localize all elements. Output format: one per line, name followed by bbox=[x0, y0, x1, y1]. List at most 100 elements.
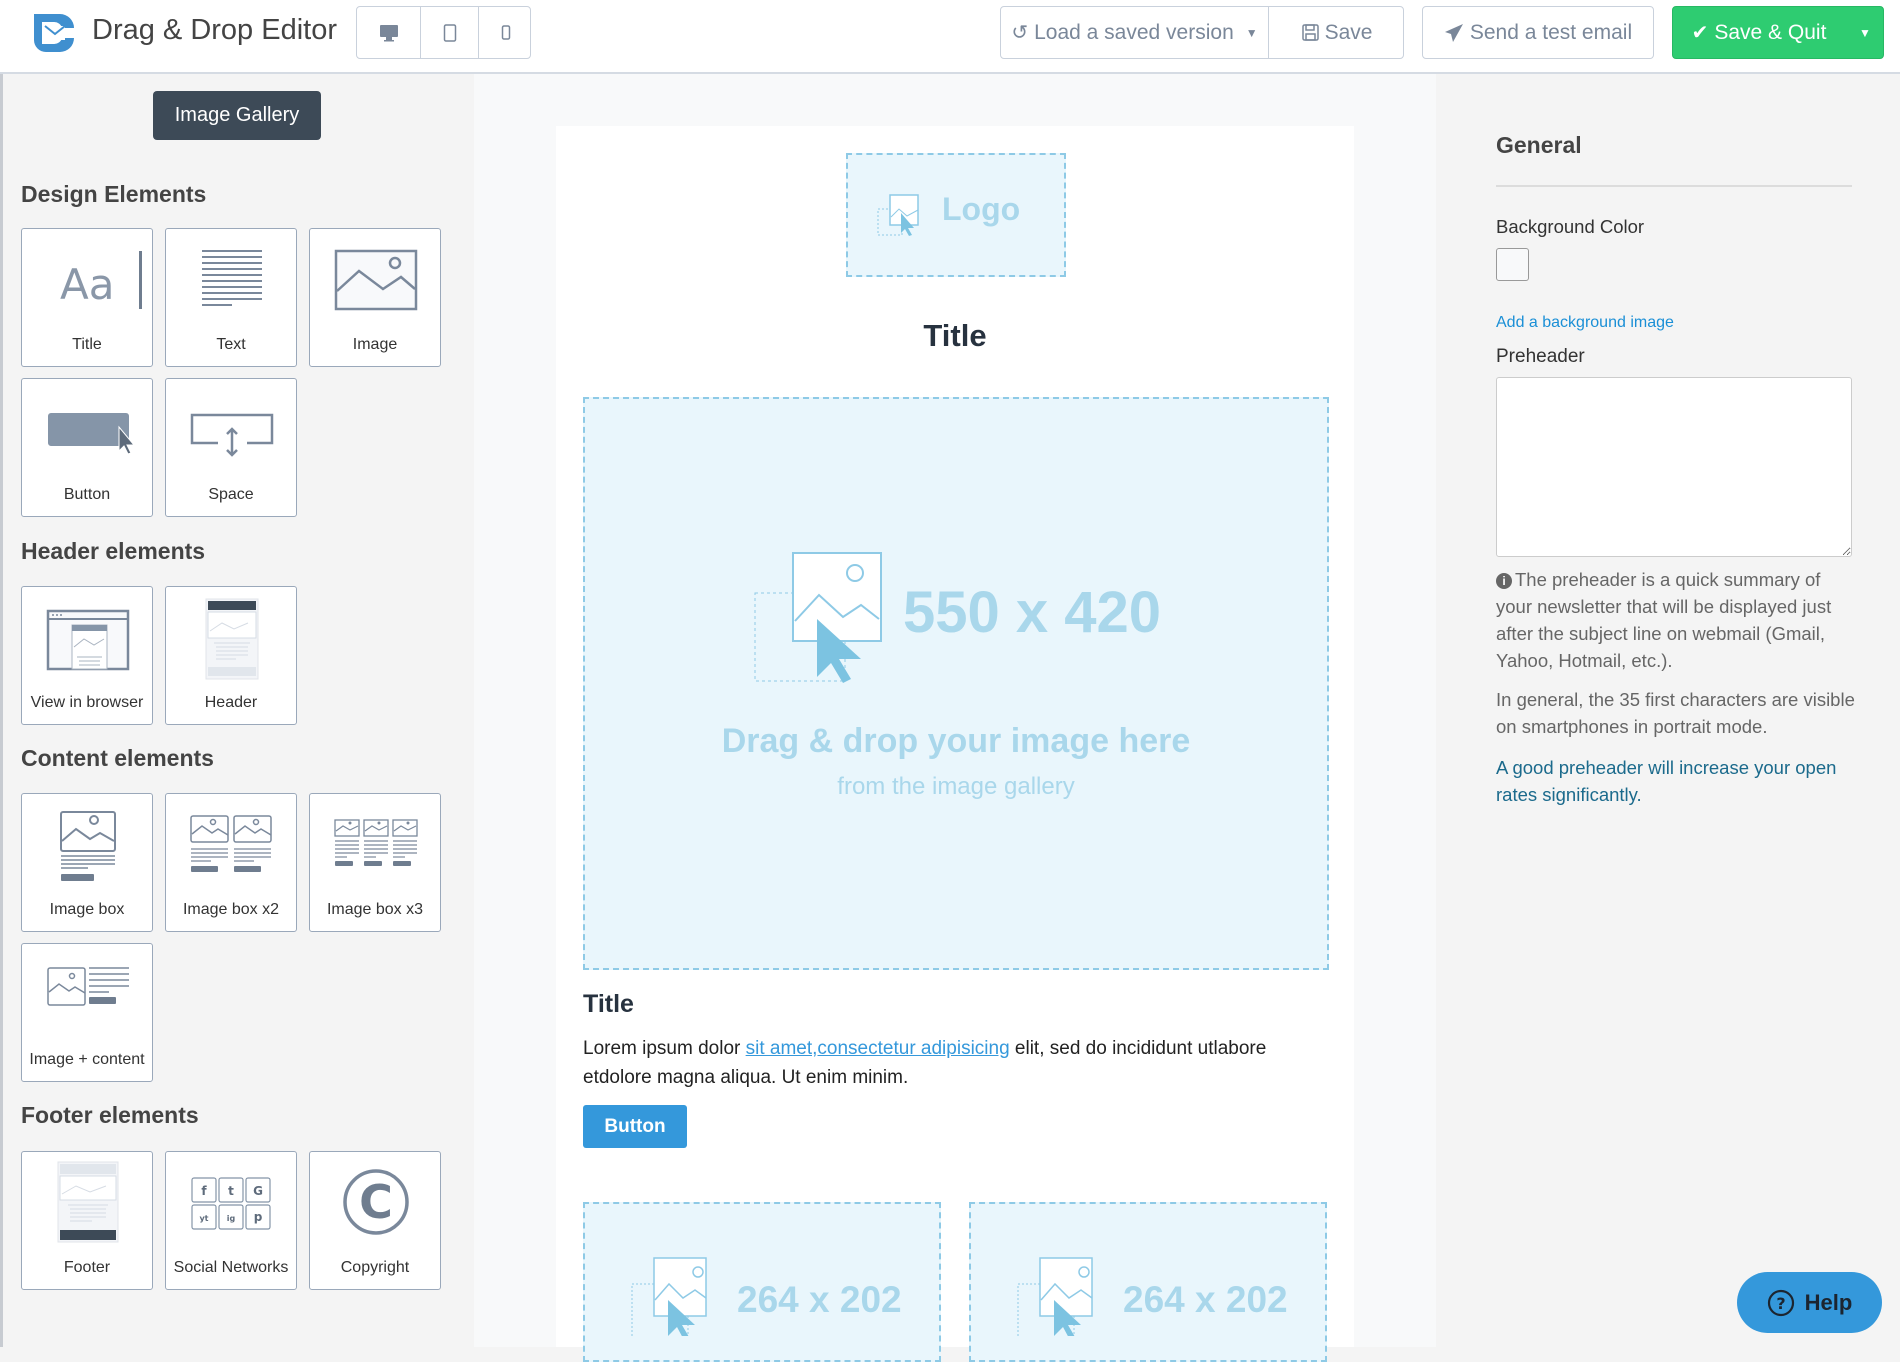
send-test-label: Send a test email bbox=[1469, 20, 1633, 44]
image-box-drop-zone[interactable]: 264 x 202 bbox=[583, 1202, 941, 1362]
preheader-info: i The preheader is a quick summary of you… bbox=[1496, 566, 1856, 674]
save-quit-label: Save & Quit bbox=[1714, 20, 1827, 44]
element-text[interactable]: Text bbox=[165, 228, 297, 367]
element-image-content[interactable]: Image + content bbox=[21, 943, 153, 1082]
image-drop-icon bbox=[1017, 1257, 1093, 1336]
history-icon: ↺ bbox=[1011, 22, 1029, 44]
load-saved-version-dropdown[interactable]: ↺ Load a saved version ▼ bbox=[1001, 7, 1269, 58]
mobile-view-button[interactable] bbox=[479, 7, 532, 58]
element-footer[interactable]: Footer bbox=[21, 1151, 153, 1290]
image-drop-icon bbox=[877, 194, 919, 236]
caret-down-icon: ▼ bbox=[1859, 25, 1871, 40]
footer-template-icon bbox=[57, 1161, 119, 1243]
tile-label: Text bbox=[216, 336, 246, 353]
tile-label: Image box x3 bbox=[326, 901, 424, 918]
facebook-icon: f bbox=[201, 1184, 207, 1198]
main-image-drop-zone[interactable]: 550 x 420 Drag & drop your image here fr… bbox=[583, 397, 1329, 970]
tile-label: Image box x2 bbox=[182, 901, 280, 918]
copyright-icon: C bbox=[343, 1169, 409, 1235]
tile-label: View in browser bbox=[30, 694, 144, 711]
section-heading-header: Header elements bbox=[21, 538, 206, 564]
tile-label: Image box bbox=[49, 901, 125, 918]
logo-placeholder-text: Logo bbox=[942, 191, 1021, 227]
device-switcher bbox=[356, 6, 531, 59]
image-box-x2-icon bbox=[190, 815, 272, 873]
tile-label: Copyright bbox=[340, 1259, 410, 1276]
paragraph-link[interactable]: sit amet,consectetur adipisicing bbox=[745, 1038, 1010, 1059]
info-text: The preheader is a quick summary of your… bbox=[1496, 569, 1832, 671]
element-header[interactable]: Header bbox=[165, 586, 297, 725]
logo-drop-zone[interactable]: Logo bbox=[846, 153, 1066, 277]
element-title[interactable]: Aa Title bbox=[21, 228, 153, 367]
settings-heading: General bbox=[1496, 132, 1582, 158]
desktop-view-button[interactable] bbox=[357, 7, 421, 58]
twitter-icon: t bbox=[228, 1184, 234, 1198]
svg-text:C: C bbox=[359, 1175, 393, 1229]
desktop-icon bbox=[379, 24, 398, 41]
element-view-in-browser[interactable]: View in browser bbox=[21, 586, 153, 725]
tip-text: A good preheader will increase your open… bbox=[1496, 757, 1837, 805]
image-box-drop-zone[interactable]: 264 x 202 bbox=[969, 1202, 1327, 1362]
save-quit-dropdown[interactable]: ▼ bbox=[1845, 7, 1885, 58]
help-button[interactable]: ? Help bbox=[1737, 1272, 1882, 1333]
element-image-box-x2[interactable]: Image box x2 bbox=[165, 793, 297, 932]
image-content-icon bbox=[47, 967, 129, 1006]
element-image[interactable]: Image bbox=[309, 228, 441, 367]
paper-plane-icon bbox=[1444, 23, 1463, 42]
element-button[interactable]: Button bbox=[21, 378, 153, 517]
browser-window-icon bbox=[46, 609, 130, 671]
tile-label: Social Networks bbox=[173, 1259, 289, 1276]
email-cta-button[interactable]: Button bbox=[583, 1105, 687, 1148]
bg-color-swatch[interactable] bbox=[1496, 248, 1529, 281]
send-test-email-button[interactable]: Send a test email bbox=[1422, 6, 1654, 59]
app-title: Drag & Drop Editor bbox=[92, 14, 337, 46]
question-circle-icon: ? bbox=[1767, 1289, 1794, 1316]
section-title[interactable]: Title bbox=[583, 990, 634, 1018]
tile-label: Title bbox=[72, 336, 102, 353]
email-title[interactable]: Title bbox=[923, 318, 987, 353]
tile-label: Button bbox=[63, 486, 111, 503]
svg-text:Aa: Aa bbox=[60, 260, 114, 309]
google-icon: G bbox=[253, 1184, 263, 1198]
info-icon: i bbox=[1496, 573, 1512, 589]
mobile-icon bbox=[501, 24, 510, 40]
divider bbox=[1496, 185, 1852, 187]
tablet-view-button[interactable] bbox=[421, 7, 479, 58]
image-drop-icon bbox=[754, 552, 882, 683]
version-group: ↺ Load a saved version ▼ Save bbox=[1000, 6, 1404, 59]
image-gallery-button[interactable]: Image Gallery bbox=[153, 91, 321, 140]
element-copyright[interactable]: C Copyright bbox=[309, 1151, 441, 1290]
section-heading-design: Design Elements bbox=[21, 181, 207, 207]
preheader-textarea[interactable] bbox=[1496, 377, 1852, 557]
element-image-box[interactable]: Image box bbox=[21, 793, 153, 932]
image-size-text: 264 x 202 bbox=[737, 1279, 902, 1320]
svg-text:?: ? bbox=[1776, 1294, 1785, 1313]
element-social-networks[interactable]: f t G yt ig p Social Networks bbox=[165, 1151, 297, 1290]
save-quit-button[interactable]: ✔ Save & Quit bbox=[1673, 7, 1845, 58]
drop-subtext: from the image gallery bbox=[837, 773, 1075, 800]
section-heading-footer: Footer elements bbox=[21, 1102, 199, 1128]
tile-label: Header bbox=[204, 694, 258, 711]
text-lines-icon bbox=[202, 250, 262, 306]
image-box-icon bbox=[60, 811, 116, 881]
paragraph-text: elit, sed do incididunt utlabore etdolor… bbox=[583, 1038, 1267, 1088]
body-paragraph[interactable]: Lorem ipsum dolor sit amet,consectetur a… bbox=[583, 1034, 1323, 1092]
image-drop-icon bbox=[631, 1257, 707, 1336]
general-text: In general, the 35 first characters are … bbox=[1496, 689, 1855, 737]
add-bg-image-link[interactable]: Add a background image bbox=[1496, 314, 1674, 331]
help-label: Help bbox=[1804, 1289, 1853, 1315]
element-space[interactable]: Space bbox=[165, 378, 297, 517]
save-label: Save bbox=[1324, 20, 1373, 44]
title-icon: Aa bbox=[60, 251, 142, 309]
element-image-box-x3[interactable]: Image box x3 bbox=[309, 793, 441, 932]
save-button[interactable]: Save bbox=[1269, 7, 1405, 58]
tile-label: Footer bbox=[63, 1259, 111, 1276]
paragraph-text: Lorem ipsum dolor bbox=[583, 1038, 746, 1059]
email-template: Logo Title 550 x 420 Drag & drop your im… bbox=[556, 126, 1354, 1362]
youtube-icon: yt bbox=[199, 1214, 208, 1223]
header-template-icon bbox=[205, 598, 259, 680]
floppy-icon bbox=[1301, 24, 1319, 41]
image-box-x3-icon bbox=[334, 819, 418, 867]
image-size-text: 550 x 420 bbox=[903, 580, 1162, 645]
tablet-icon bbox=[443, 23, 456, 42]
